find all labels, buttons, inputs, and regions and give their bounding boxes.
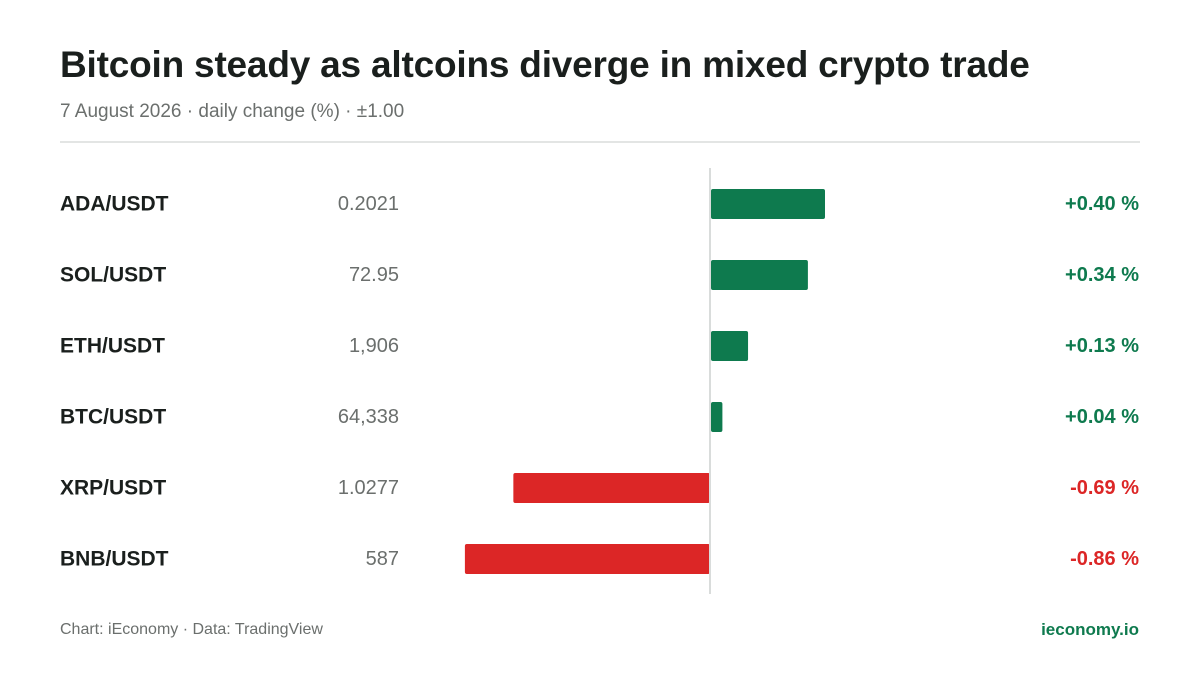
price-label: 64,338 (338, 406, 399, 428)
chart-subtitle: 7 August 2026 · daily change (%) · ±1.00 (60, 101, 405, 122)
price-label: 1.0277 (338, 477, 399, 499)
pair-label: BNB/USDT (60, 548, 169, 571)
pair-label: SOL/USDT (60, 264, 166, 287)
bar (711, 331, 749, 361)
pair-label: BTC/USDT (60, 406, 166, 429)
chart-title: Bitcoin steady as altcoins diverge in mi… (60, 44, 1030, 85)
change-label: +0.34 % (1065, 264, 1139, 286)
pair-label: ETH/USDT (60, 335, 165, 358)
pair-label: ADA/USDT (60, 193, 169, 216)
bar (711, 260, 808, 290)
price-label: 0.2021 (338, 193, 399, 215)
bar (711, 189, 825, 219)
price-label: 72.95 (349, 264, 399, 286)
bar (464, 544, 710, 574)
source-credit: Chart: iEconomy · Data: TradingView (60, 621, 323, 638)
site-link[interactable]: ieconomy.io (1041, 620, 1139, 639)
price-label: 587 (366, 548, 399, 570)
change-label: +0.13 % (1065, 335, 1139, 357)
change-label: -0.86 % (1070, 548, 1139, 570)
change-label: +0.40 % (1065, 193, 1139, 215)
bar (513, 473, 710, 503)
change-label: -0.69 % (1070, 477, 1139, 499)
pair-label: XRP/USDT (60, 477, 166, 500)
price-label: 1,906 (349, 335, 399, 357)
bar (711, 402, 723, 432)
change-label: +0.04 % (1065, 406, 1139, 428)
header-divider (60, 141, 1140, 143)
